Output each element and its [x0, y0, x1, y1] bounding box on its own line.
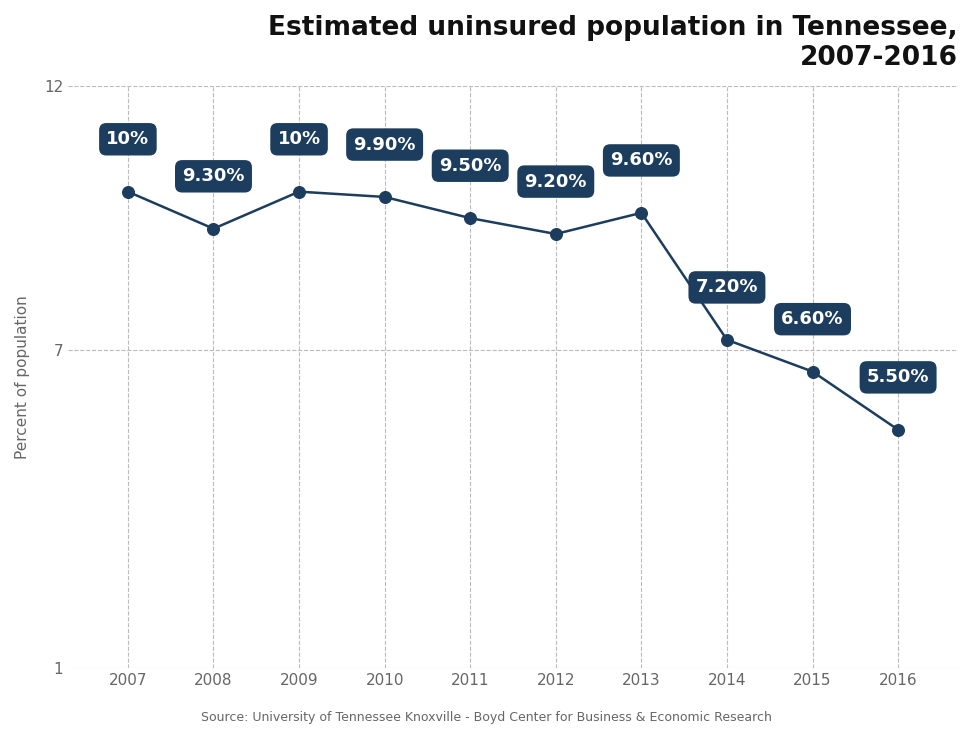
Point — [205, 223, 221, 234]
Text: 9.50%: 9.50% — [439, 157, 501, 219]
Text: 7.20%: 7.20% — [696, 278, 758, 340]
Text: 10%: 10% — [106, 130, 150, 193]
Point — [377, 191, 392, 203]
Point — [805, 366, 820, 378]
Point — [890, 424, 906, 436]
Text: 9.30%: 9.30% — [182, 168, 245, 230]
Point — [719, 334, 735, 346]
Text: 9.60%: 9.60% — [610, 152, 672, 214]
Point — [633, 207, 649, 219]
Point — [548, 228, 563, 240]
Point — [462, 212, 478, 224]
Text: 10%: 10% — [277, 130, 321, 193]
Text: 9.20%: 9.20% — [524, 173, 587, 235]
Text: 5.50%: 5.50% — [867, 368, 929, 430]
Text: 9.90%: 9.90% — [353, 135, 415, 198]
Y-axis label: Percent of population: Percent of population — [15, 295, 30, 459]
Text: 6.60%: 6.60% — [781, 310, 844, 373]
Point — [120, 186, 135, 198]
Text: Estimated uninsured population in Tennessee,
2007-2016: Estimated uninsured population in Tennes… — [269, 15, 958, 71]
Text: Source: University of Tennessee Knoxville - Boyd Center for Business & Economic : Source: University of Tennessee Knoxvill… — [201, 711, 772, 724]
Point — [291, 186, 306, 198]
